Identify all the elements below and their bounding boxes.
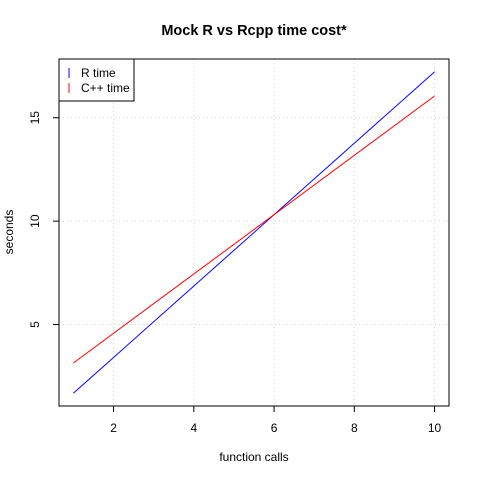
plot-frame: [58, 58, 450, 407]
x-tick-label: 10: [428, 421, 442, 435]
x-tick-label: 2: [110, 421, 117, 435]
x-tick-label: 4: [190, 421, 197, 435]
series-group: [73, 71, 435, 394]
series-line-1: [73, 71, 435, 394]
x-axis: 2 4 6 8 10: [110, 406, 442, 435]
legend-box: [58, 58, 135, 102]
x-tick-label: 6: [271, 421, 278, 435]
chart-title: Mock R vs Rcpp time cost*: [161, 23, 347, 39]
legend-label: R time: [81, 66, 116, 80]
y-tick-label: 5: [28, 321, 42, 328]
y-axis: 5 10 15: [28, 111, 59, 328]
y-axis-label: seconds: [2, 210, 16, 255]
grid: [59, 59, 449, 406]
x-tick-label: 8: [351, 421, 358, 435]
legend-label: C++ time: [81, 81, 130, 95]
x-axis-label: function calls: [219, 450, 288, 464]
series-line-2: [73, 95, 435, 364]
y-tick-label: 10: [28, 214, 42, 228]
y-tick-label: 15: [28, 111, 42, 125]
